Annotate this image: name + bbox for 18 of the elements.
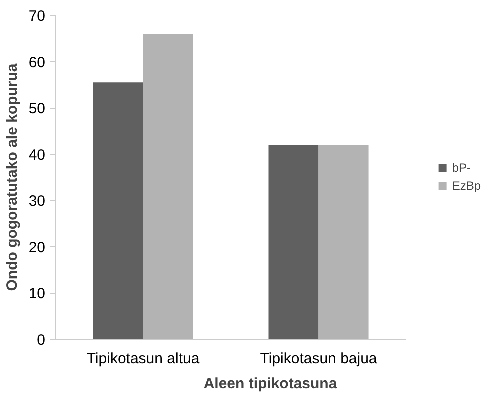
legend-label: EzBp (452, 179, 481, 193)
bar (268, 145, 319, 340)
y-tick-label: 40 (28, 146, 46, 164)
y-axis-title: Ondo gogoratutako ale kopurua (4, 63, 21, 292)
x-tick-label: Tipikotasun altua (86, 350, 200, 368)
y-tick-label: 10 (28, 286, 46, 303)
bar (93, 82, 144, 340)
bar (318, 145, 369, 340)
y-tick-label: 50 (28, 100, 46, 118)
x-tick-label: Tipikotasun bajua (260, 350, 378, 368)
bar (143, 34, 194, 340)
legend-label: bP- (452, 161, 472, 175)
y-tick-label: 30 (28, 193, 46, 210)
y-tick-label: 70 (28, 8, 46, 25)
x-axis-title: Aleen tipikotasuna (204, 376, 338, 392)
y-tick-label: 0 (37, 332, 46, 349)
y-tick-label: 60 (28, 54, 46, 72)
y-tick-label: 20 (28, 239, 46, 256)
